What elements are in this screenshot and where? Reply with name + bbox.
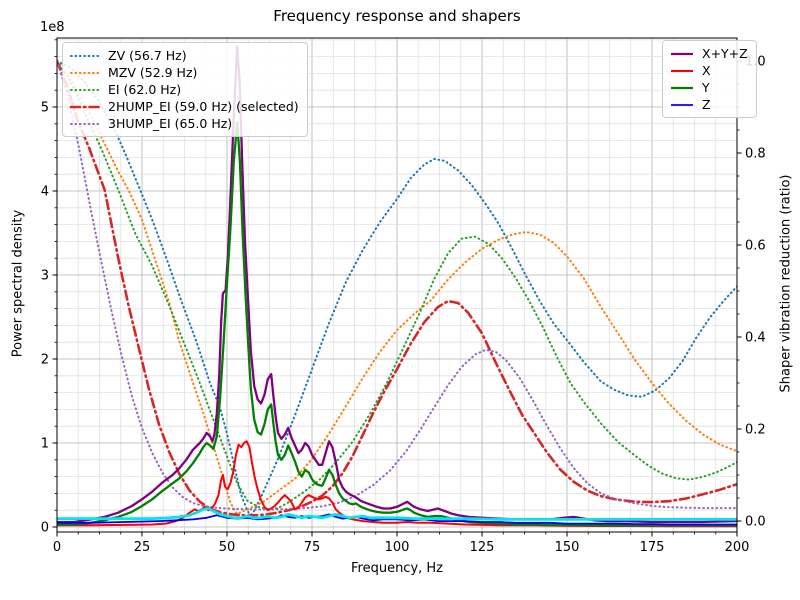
- legend-label: MZV (52.9 Hz): [108, 65, 198, 80]
- legend-line-sample: [69, 105, 101, 108]
- legend-item-X[interactable]: X: [669, 62, 748, 79]
- series-baseline[interactable]: [57, 507, 737, 521]
- legend-item-3HUMP_EI[interactable]: 3HUMP_EI (65.0 Hz): [69, 115, 299, 132]
- x-tick-label: 25: [134, 540, 151, 555]
- legend-label: X+Y+Z: [702, 46, 748, 61]
- legend-label: Y: [702, 80, 710, 95]
- series-MZV[interactable]: [57, 60, 737, 516]
- legend-item-EI[interactable]: EI (62.0 Hz): [69, 81, 299, 98]
- legend-line-sample: [671, 103, 693, 106]
- y-axis-label-right: Shaper vibration reduction (ratio): [778, 174, 794, 393]
- y-right-tick-label: 0.0: [745, 515, 766, 530]
- legend-line-sample: [671, 52, 693, 55]
- legend-label: Z: [702, 97, 711, 112]
- axis-offset-text: 1e8: [40, 20, 65, 35]
- series-EI[interactable]: [57, 60, 737, 510]
- series-2HUMP_EI[interactable]: [57, 59, 737, 517]
- y-right-tick-label: 0.4: [745, 331, 766, 346]
- x-tick-label: 125: [470, 540, 495, 555]
- y-left-tick-label: 3: [41, 269, 49, 284]
- legend-item-Z[interactable]: Z: [669, 96, 748, 113]
- y-left-tick-label: 1: [41, 437, 49, 452]
- y-left-tick-label: 0: [41, 521, 49, 536]
- y-axis-label-left: Power spectral density: [10, 209, 26, 358]
- legend-item-ZV[interactable]: ZV (56.7 Hz): [69, 47, 299, 64]
- y-right-tick-label: 0.2: [745, 423, 766, 438]
- series-Y[interactable]: [57, 120, 737, 527]
- legend-line-sample: [671, 86, 693, 89]
- x-tick-label: 200: [725, 540, 750, 555]
- x-tick-label: 100: [385, 540, 410, 555]
- x-tick-label: 150: [555, 540, 580, 555]
- legend-item-Y[interactable]: Y: [669, 79, 748, 96]
- y-left-tick-label: 4: [41, 185, 49, 200]
- series-3HUMP_EI[interactable]: [57, 60, 737, 511]
- series-ZV[interactable]: [57, 60, 737, 516]
- x-tick-label: 175: [640, 540, 665, 555]
- legend-line-sample: [70, 71, 100, 74]
- y-left-tick-label: 2: [41, 353, 49, 368]
- legend-line-sample: [70, 88, 100, 91]
- chart-title: Frequency response and shapers: [273, 7, 521, 25]
- legend-item-XYZ[interactable]: X+Y+Z: [669, 45, 748, 62]
- x-axis-label: Frequency, Hz: [350, 561, 444, 576]
- y-left-tick-label: 5: [41, 101, 49, 116]
- legend-line-sample: [70, 54, 100, 57]
- y-right-tick-label: 0.8: [745, 147, 766, 162]
- legend-line-sample: [70, 122, 100, 125]
- legend-item-2HUMP_EI[interactable]: 2HUMP_EI (59.0 Hz) (selected): [69, 98, 299, 115]
- legend-item-MZV[interactable]: MZV (52.9 Hz): [69, 64, 299, 81]
- legend-axes[interactable]: X+Y+Z X Y Z: [662, 40, 757, 118]
- legend-label: ZV (56.7 Hz): [108, 48, 187, 63]
- x-tick-label: 75: [304, 540, 321, 555]
- x-tick-label: 0: [53, 540, 61, 555]
- legend-line-sample: [671, 69, 693, 72]
- legend-label: X: [702, 63, 711, 78]
- y-right-tick-label: 0.6: [745, 239, 766, 254]
- x-tick-label: 50: [219, 540, 236, 555]
- legend-label: 2HUMP_EI (59.0 Hz) (selected): [108, 99, 299, 114]
- legend-shapers[interactable]: ZV (56.7 Hz) MZV (52.9 Hz) EI (62.0 Hz) 2HU…: [62, 42, 308, 137]
- legend-label: EI (62.0 Hz): [108, 82, 182, 97]
- legend-label: 3HUMP_EI (65.0 Hz): [108, 116, 233, 131]
